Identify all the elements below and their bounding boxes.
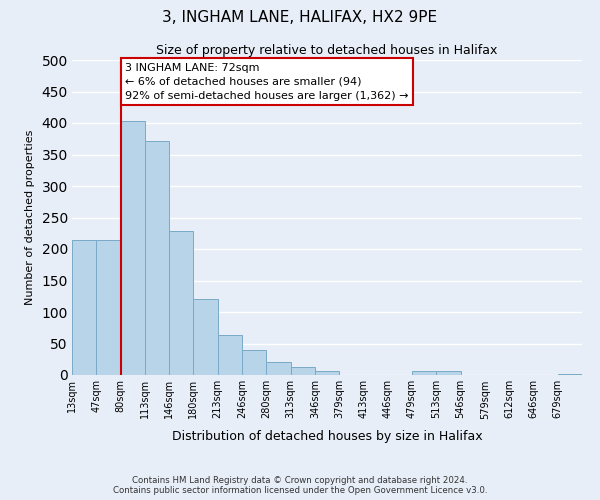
Bar <box>218 336 242 375</box>
Bar <box>96 240 121 375</box>
Bar <box>145 140 169 375</box>
Title: Size of property relative to detached houses in Halifax: Size of property relative to detached ho… <box>157 44 497 58</box>
Bar <box>436 371 461 375</box>
Y-axis label: Number of detached properties: Number of detached properties <box>25 130 35 305</box>
Bar <box>290 367 315 375</box>
Text: 3 INGHAM LANE: 72sqm
← 6% of detached houses are smaller (94)
92% of semi-detach: 3 INGHAM LANE: 72sqm ← 6% of detached ho… <box>125 62 409 100</box>
Text: 3, INGHAM LANE, HALIFAX, HX2 9PE: 3, INGHAM LANE, HALIFAX, HX2 9PE <box>163 10 437 25</box>
Bar <box>558 374 582 375</box>
X-axis label: Distribution of detached houses by size in Halifax: Distribution of detached houses by size … <box>172 430 482 442</box>
Bar <box>169 232 193 375</box>
Text: Contains HM Land Registry data © Crown copyright and database right 2024.
Contai: Contains HM Land Registry data © Crown c… <box>113 476 487 495</box>
Bar <box>315 370 339 375</box>
Bar <box>72 240 96 375</box>
Bar <box>193 300 218 375</box>
Bar <box>412 371 436 375</box>
Bar <box>242 350 266 375</box>
Bar <box>266 362 290 375</box>
Bar <box>121 121 145 375</box>
